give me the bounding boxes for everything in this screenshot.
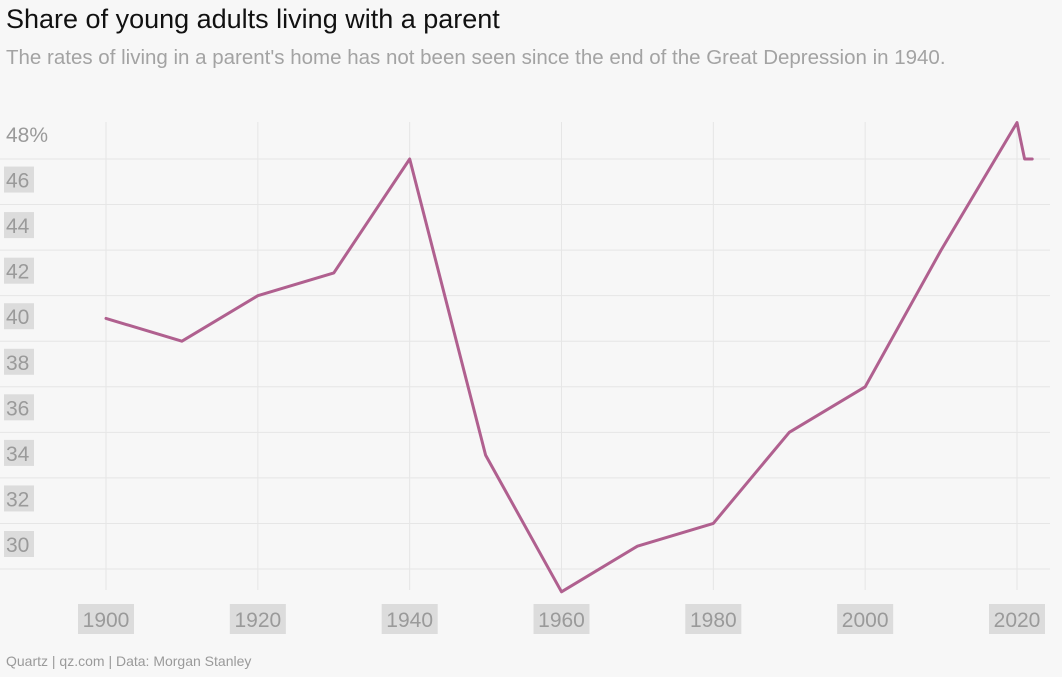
y-tick-label: 32 bbox=[6, 488, 29, 511]
y-tick-label: 48% bbox=[6, 124, 48, 147]
series-line bbox=[104, 121, 1034, 594]
y-tick-highlight bbox=[4, 212, 34, 239]
x-tick-highlight bbox=[381, 604, 438, 634]
x-tick-highlight bbox=[78, 604, 134, 634]
y-tick-highlight bbox=[4, 348, 34, 375]
x-tick-highlight bbox=[989, 604, 1045, 634]
y-tick-highlight bbox=[4, 531, 34, 557]
x-tick-highlight bbox=[685, 604, 742, 634]
x-tick-highlight bbox=[229, 604, 286, 634]
x-tick-label: 1920 bbox=[234, 609, 281, 632]
y-tick-label: 42 bbox=[6, 261, 29, 284]
x-tick-label: 1940 bbox=[386, 609, 433, 632]
y-tick-highlight bbox=[4, 303, 34, 330]
chart-title: Share of young adults living with a pare… bbox=[6, 4, 500, 34]
y-tick-label: 38 bbox=[6, 352, 29, 375]
y-tick-label: 34 bbox=[6, 443, 30, 466]
x-tick-highlight bbox=[837, 604, 894, 634]
y-axis-ticks: 48% 46 44 42 40 38 36 34 32 30 bbox=[4, 124, 48, 557]
x-tick-highlight bbox=[533, 604, 590, 634]
y-tick-label: 40 bbox=[6, 306, 29, 329]
y-tick-highlight bbox=[4, 257, 34, 284]
y-tick-label: 46 bbox=[6, 170, 29, 193]
y-tick-highlight bbox=[4, 439, 34, 466]
x-axis-ticks: 1900 1920 1940 1960 1980 2000 2020 bbox=[78, 604, 1045, 634]
y-tick-highlight bbox=[4, 485, 34, 512]
x-tick-label: 1960 bbox=[538, 609, 585, 632]
chart-source: Quartz | qz.com | Data: Morgan Stanley bbox=[6, 653, 252, 669]
y-tick-label: 36 bbox=[6, 397, 29, 420]
y-tick-highlight bbox=[4, 394, 34, 421]
chart-subtitle: The rates of living in a parent's home h… bbox=[6, 46, 946, 69]
x-tick-label: 1900 bbox=[83, 609, 130, 632]
grid-layer bbox=[0, 122, 1050, 590]
x-tick-label: 2000 bbox=[842, 609, 889, 632]
x-tick-label: 1980 bbox=[690, 609, 737, 632]
series-layer bbox=[104, 121, 1034, 594]
y-tick-label: 30 bbox=[6, 534, 29, 557]
y-tick-highlight bbox=[4, 166, 34, 193]
y-tick-label: 44 bbox=[6, 215, 30, 238]
x-tick-label: 2020 bbox=[994, 609, 1041, 632]
